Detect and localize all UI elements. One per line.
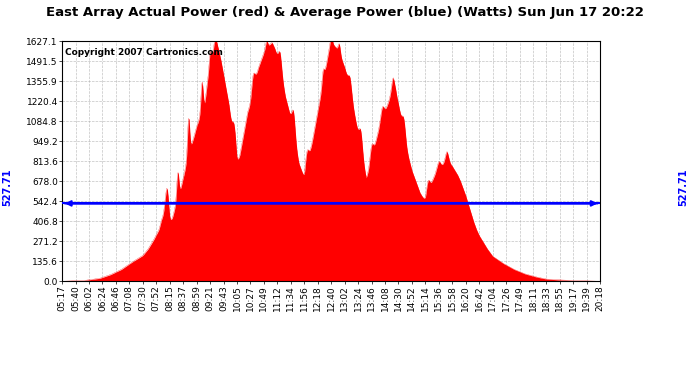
Text: Copyright 2007 Cartronics.com: Copyright 2007 Cartronics.com — [65, 48, 223, 57]
Text: 527.71: 527.71 — [678, 169, 688, 206]
Text: East Array Actual Power (red) & Average Power (blue) (Watts) Sun Jun 17 20:22: East Array Actual Power (red) & Average … — [46, 6, 644, 19]
Text: 527.71: 527.71 — [2, 169, 12, 206]
